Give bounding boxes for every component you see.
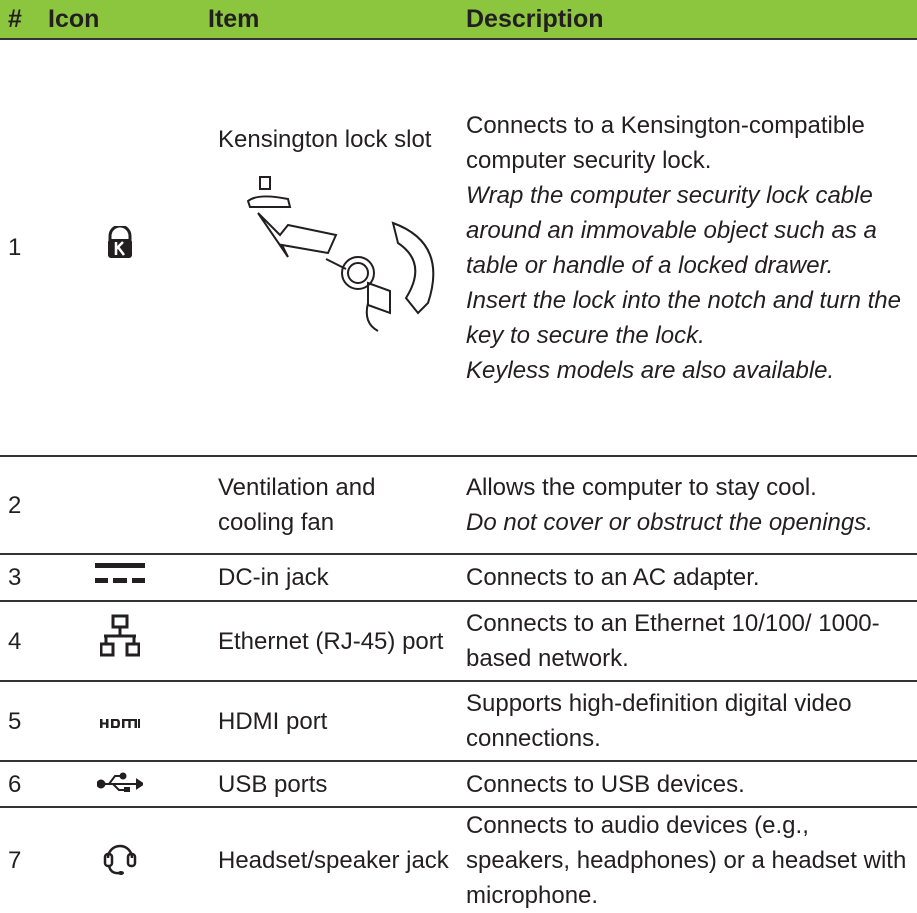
item-name: USB ports — [218, 770, 328, 798]
item-cell: Ethernet (RJ-45) port — [200, 601, 458, 682]
headset-icon — [103, 844, 137, 875]
description: Connects to an AC adapter. — [466, 564, 760, 591]
hdmi-icon — [100, 718, 140, 728]
table-row: 6 USB ports Connects to USB devices. — [0, 761, 917, 808]
note: Insert the lock into the notch and turn … — [466, 286, 901, 349]
description: Connects to a Kensington-compatible comp… — [466, 111, 865, 174]
note: Keyless models are also available. — [466, 356, 835, 384]
row-number: 6 — [0, 761, 40, 808]
description-cell: Allows the computer to stay cool. Do not … — [458, 456, 917, 555]
item-cell: HDMI port — [200, 681, 458, 762]
ethernet-icon — [99, 614, 141, 657]
item-name: HDMI port — [218, 707, 328, 735]
table-row: 1 Kensington lock slot Connects to a Kensi… — [0, 39, 917, 457]
note: Wrap the computer security lock cable ar… — [466, 181, 877, 279]
description: Supports high-definition digital video c… — [466, 690, 852, 752]
description: Connects to audio devices (e.g., speaker… — [466, 812, 907, 909]
table-row: 2 Ventilation and cooling fan Allows the c… — [0, 456, 917, 555]
table-row: 7 Headset/speaker jack Connects to audio d… — [0, 807, 917, 913]
description-cell: Connects to audio devices (e.g., speaker… — [458, 807, 917, 913]
row-number: 3 — [0, 554, 40, 602]
item-name: Ethernet (RJ-45) port — [218, 627, 444, 655]
row-number: 1 — [0, 39, 40, 457]
note: Do not cover or obstruct the openings. — [466, 509, 873, 536]
icon-cell — [40, 681, 200, 762]
item-cell: DC-in jack — [200, 554, 458, 602]
icon-cell — [40, 601, 200, 682]
description: Connects to an Ethernet 10/100/ 1000-bas… — [466, 610, 880, 672]
header-cell: Description — [458, 0, 917, 40]
icon-cell — [40, 39, 200, 457]
description: Connects to USB devices. — [466, 770, 745, 798]
row-number: 5 — [0, 681, 40, 762]
lock-illustration — [246, 176, 435, 332]
description-cell: Connects to an Ethernet 10/100/ 1000-bas… — [458, 601, 917, 682]
description-cell: Connects to an AC adapter. — [458, 554, 917, 602]
lock-icon — [108, 224, 132, 258]
item-cell: Kensington lock slot — [200, 39, 458, 457]
description-cell: Connects to USB devices. — [458, 761, 917, 808]
table-row: 5 HDMI port Supports high-definition digit… — [0, 681, 917, 762]
header-cell: Icon — [40, 0, 200, 40]
empty-icon — [120, 512, 121, 513]
icon-cell — [40, 554, 200, 602]
header-row: # Icon Item Description — [0, 0, 917, 40]
description-cell: Supports high-definition digital video c… — [458, 681, 917, 762]
row-number: 7 — [8, 847, 22, 874]
icon-cell — [40, 456, 200, 555]
header-cell: Item — [200, 0, 458, 40]
dc-icon — [95, 563, 145, 583]
table-row: 4 Ethernet (RJ-45) port Connects to an Eth… — [0, 601, 917, 682]
table-body: 1 Kensington lock slot Connects to a Kensi… — [0, 39, 917, 913]
table-row: 3 DC-in jack Connects to an AC adapter. — [0, 554, 917, 602]
icon-cell — [40, 807, 200, 913]
item-name: Ventilation and cooling fan — [218, 474, 376, 536]
item-name: Headset/speaker jack — [218, 847, 449, 874]
icon-cell — [40, 761, 200, 808]
item-name: Kensington lock slot — [218, 126, 432, 153]
item-cell: USB ports — [200, 761, 458, 808]
row-number: 2 — [0, 456, 40, 555]
header-cell: # — [0, 0, 40, 40]
item-cell: Headset/speaker jack — [200, 807, 458, 913]
description-cell: Connects to a Kensington-compatible comp… — [458, 39, 917, 457]
item-cell: Ventilation and cooling fan — [200, 456, 458, 555]
row-number: 4 — [0, 601, 40, 682]
item-name: DC-in jack — [218, 564, 329, 591]
usb-icon — [96, 772, 145, 793]
description: Allows the computer to stay cool. — [466, 474, 817, 501]
